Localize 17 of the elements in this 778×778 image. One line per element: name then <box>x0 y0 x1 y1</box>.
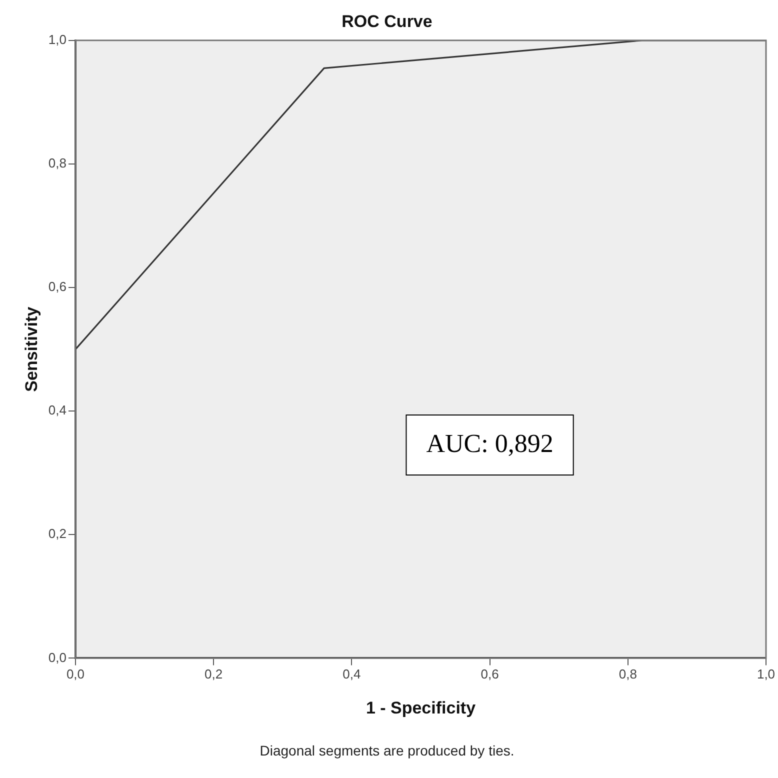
y-tick-label: 0,2 <box>48 526 66 542</box>
x-tick-label: 0,4 <box>342 666 361 682</box>
x-tick-label: 0,2 <box>204 666 223 682</box>
y-tick-label: 1,0 <box>48 32 66 47</box>
y-tick-label: 0,8 <box>48 156 66 171</box>
y-axis-title: Sensitivity <box>22 306 41 392</box>
x-tick-label: 0,8 <box>618 666 637 682</box>
x-axis-title: 1 - Specificity <box>366 698 476 718</box>
y-tick-label: 0,6 <box>48 279 66 294</box>
y-tick-label: 0,4 <box>48 402 66 418</box>
x-tick-label: 0,6 <box>480 666 499 682</box>
annotation: AUC: 0,892 <box>426 428 554 458</box>
y-tick-label: 0,0 <box>48 650 66 665</box>
text: Diagonal segments are produced by ties. <box>260 742 514 758</box>
x-tick-label: 1,0 <box>756 666 776 682</box>
x-tick-label: 0,0 <box>66 666 85 682</box>
chart-title: ROC Curve <box>342 12 432 31</box>
